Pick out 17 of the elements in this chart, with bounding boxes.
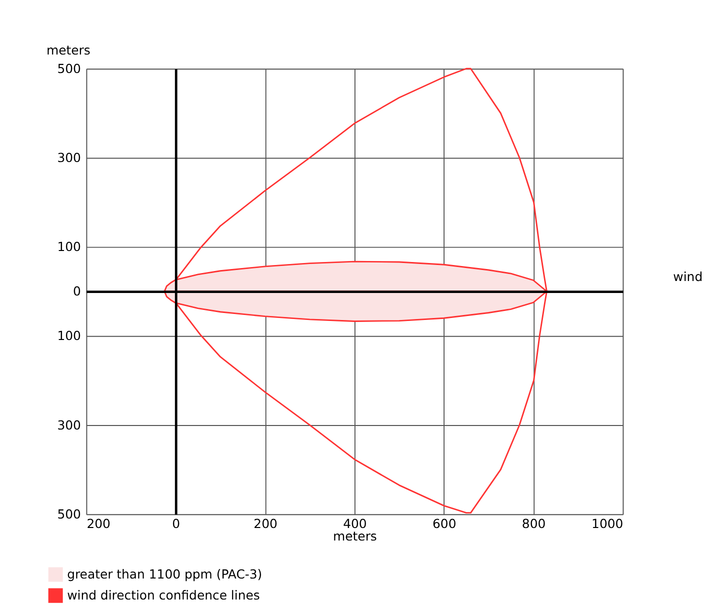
x-tick-label: 1000 xyxy=(592,516,624,532)
y-tick-label: 500 xyxy=(57,60,82,76)
x-tick-label: 200 xyxy=(254,516,278,532)
x-tick-label: 800 xyxy=(522,516,546,532)
y-tick-label: 100 xyxy=(57,239,82,254)
legend-label: wind direction confidence lines xyxy=(67,587,260,602)
x-tick-label: 0 xyxy=(172,516,180,532)
x-tick-label: 200 xyxy=(86,516,111,532)
y-tick-label: 300 xyxy=(57,150,82,166)
y-tick-label: 100 xyxy=(57,328,82,344)
y-tick-label: 0 xyxy=(73,284,82,299)
legend-label: greater than 1100 ppm (PAC-3) xyxy=(67,566,262,582)
text: wind xyxy=(673,268,703,284)
y-tick-label: 300 xyxy=(57,417,82,432)
x-tick-label: 600 xyxy=(432,516,456,532)
y-tick-label: 500 xyxy=(57,506,82,522)
y-axis-title: meters xyxy=(46,42,90,58)
